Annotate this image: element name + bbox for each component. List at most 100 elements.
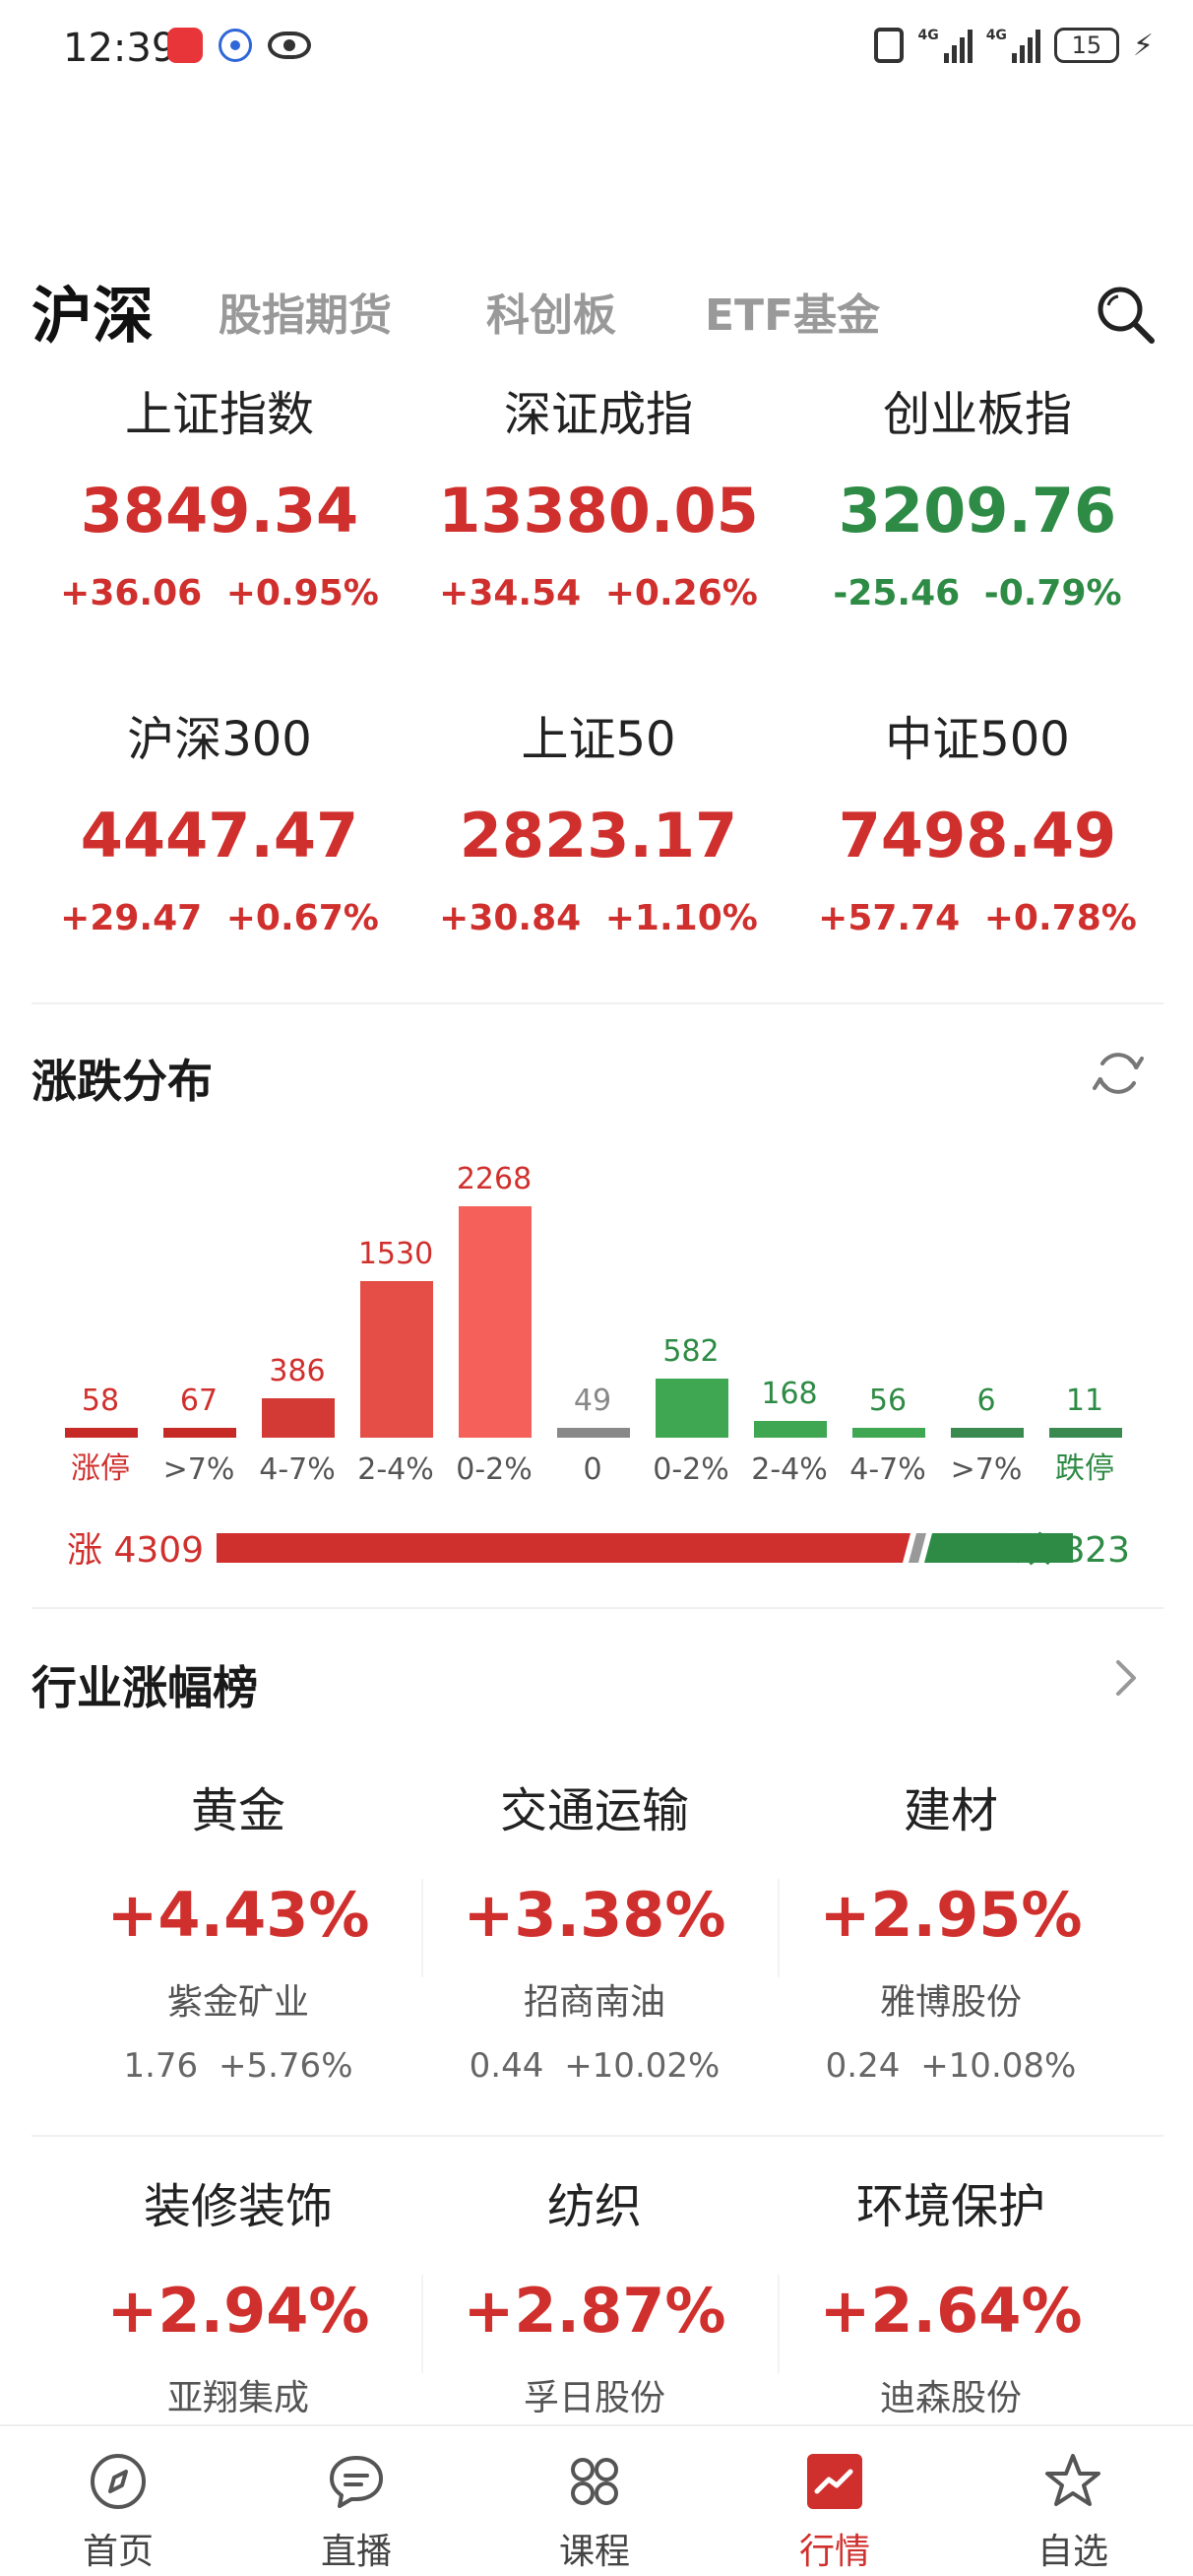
distribution-bar	[852, 1428, 925, 1438]
index-name: 中证500	[885, 712, 1070, 767]
distribution-column: 2268 0-2%	[455, 1132, 534, 1487]
market-chart-icon	[807, 2454, 862, 2509]
distribution-column: 56 4-7%	[848, 1132, 927, 1487]
battery-icon: 15	[1053, 28, 1119, 63]
industry-card[interactable]: 交通运输 +3.38% 招商南油 0.44 +10.02%	[417, 1780, 772, 2086]
grid-icon	[571, 2458, 618, 2505]
divider	[31, 1607, 1163, 1609]
nav-courses[interactable]: 课程	[516, 2452, 673, 2574]
bottom-nav: 首页 直播 课程 行情 自选	[0, 2424, 1193, 2576]
tab-index-futures[interactable]: 股指期货	[219, 290, 392, 341]
search-icon[interactable]	[1095, 284, 1156, 345]
distribution-bar	[951, 1428, 1024, 1438]
industry-pct: +2.64%	[819, 2275, 1083, 2347]
index-price: 4447.47	[80, 800, 359, 871]
distribution-column: 67 >7%	[159, 1132, 238, 1487]
index-card[interactable]: 上证指数 3849.34 +36.06 +0.95%	[28, 384, 411, 613]
industry-card[interactable]: 黄金 +4.43% 紫金矿业 1.76 +5.76%	[61, 1780, 415, 2086]
leading-stock-pct: +5.76%	[219, 2046, 353, 2086]
distribution-bar	[262, 1398, 335, 1438]
index-change-pct: +1.10%	[604, 898, 758, 938]
eye-icon	[268, 32, 311, 59]
leading-stock-pct: +10.02%	[564, 2046, 721, 2086]
up-count-label: 涨 4309	[67, 1530, 205, 1571]
leading-stock-price: 0.24	[825, 2046, 901, 2086]
distribution-value: 386	[269, 1354, 326, 1388]
distribution-label: 涨停	[71, 1451, 130, 1486]
distribution-column: 6 >7%	[947, 1132, 1026, 1487]
index-change: -25.46 -0.79%	[785, 573, 1169, 613]
column-separator	[778, 1879, 780, 1977]
charging-bolt-icon: ⚡	[1132, 28, 1154, 63]
leading-stock-name: 紫金矿业	[166, 1982, 309, 2023]
distribution-label: 2-4%	[751, 1452, 828, 1487]
distribution-title: 涨跌分布	[31, 1055, 213, 1108]
chat-bubble-icon	[330, 2456, 383, 2508]
industry-pct: +2.87%	[463, 2275, 726, 2347]
signal-4g-icon: 4G	[986, 28, 1040, 63]
star-icon	[1045, 2454, 1100, 2506]
index-change-value: +29.47	[60, 898, 203, 938]
divider	[31, 2135, 1163, 2137]
tab-star-market[interactable]: 科创板	[486, 290, 616, 341]
distribution-column: 49 0	[553, 1132, 632, 1487]
distribution-value: 582	[662, 1334, 720, 1369]
column-separator	[778, 2275, 780, 2373]
distribution-value: 2268	[456, 1162, 533, 1196]
leading-stock-change: 0.24 +10.08%	[774, 2046, 1128, 2086]
index-change: +30.84 +1.10%	[407, 898, 790, 938]
index-name: 沪深300	[127, 712, 312, 767]
index-card[interactable]: 中证500 7498.49 +57.74 +0.78%	[785, 709, 1169, 938]
distribution-bar	[656, 1379, 728, 1438]
nav-home[interactable]: 首页	[39, 2452, 197, 2574]
tab-hushen[interactable]: 沪深	[31, 280, 155, 352]
distribution-value: 11	[1065, 1384, 1104, 1418]
index-card[interactable]: 沪深300 4447.47 +29.47 +0.67%	[28, 709, 411, 938]
industry-card[interactable]: 装修装饰 +2.94% 亚翔集成	[61, 2176, 415, 2420]
distribution-value: 67	[179, 1384, 219, 1418]
refresh-icon[interactable]	[1091, 1046, 1146, 1101]
chevron-right-icon[interactable]	[1106, 1656, 1146, 1700]
industry-card[interactable]: 环境保护 +2.64% 迪森股份	[774, 2176, 1128, 2420]
nfc-icon	[874, 28, 905, 63]
leading-stock-name: 招商南油	[523, 1982, 665, 2023]
index-change: +36.06 +0.95%	[28, 573, 411, 613]
index-change-pct: +0.78%	[983, 898, 1137, 938]
index-card[interactable]: 创业板指 3209.76 -25.46 -0.79%	[785, 384, 1169, 613]
leading-stock-name: 迪森股份	[879, 2378, 1022, 2418]
divider	[31, 1002, 1163, 1004]
distribution-label: 4-7%	[849, 1452, 926, 1487]
industry-card[interactable]: 纺织 +2.87% 孚日股份	[417, 2176, 772, 2420]
industry-card[interactable]: 建材 +2.95% 雅博股份 0.24 +10.08%	[774, 1780, 1128, 2086]
industry-name: 交通运输	[499, 1783, 689, 1838]
index-change-pct: -0.79%	[983, 573, 1122, 613]
index-card[interactable]: 深证成指 13380.05 +34.54 +0.26%	[407, 384, 790, 613]
distribution-bar	[557, 1428, 630, 1438]
distribution-value: 56	[868, 1384, 908, 1418]
distribution-label: 4-7%	[259, 1452, 336, 1487]
index-change-pct: +0.95%	[225, 573, 379, 613]
index-change-value: +36.06	[60, 573, 203, 613]
leading-stock-change: 0.44 +10.02%	[417, 2046, 772, 2086]
up-down-ratio-bar: 涨 4309 跌 823	[67, 1521, 1130, 1571]
index-change: +34.54 +0.26%	[407, 573, 790, 613]
market-tabs: 沪深 股指期货 科创板 ETF基金	[31, 266, 1163, 364]
distribution-bar	[163, 1428, 236, 1438]
distribution-bar	[1049, 1428, 1122, 1438]
distribution-label: >7%	[950, 1452, 1023, 1487]
industry-pct: +3.38%	[463, 1879, 726, 1951]
tab-etf-fund[interactable]: ETF基金	[705, 290, 881, 341]
ratio-flat-segment	[909, 1533, 926, 1563]
nav-live[interactable]: 直播	[278, 2452, 435, 2574]
industry-name: 建材	[903, 1783, 998, 1838]
distribution-bar	[65, 1428, 138, 1438]
ratio-bar	[217, 1533, 1073, 1563]
distribution-column: 386 4-7%	[258, 1132, 337, 1487]
nav-watchlist[interactable]: 自选	[994, 2452, 1152, 2574]
nav-market[interactable]: 行情	[756, 2452, 913, 2574]
index-name: 上证指数	[124, 387, 314, 442]
index-price: 3209.76	[838, 475, 1117, 547]
ratio-up-segment	[217, 1533, 910, 1563]
index-card[interactable]: 上证50 2823.17 +30.84 +1.10%	[407, 709, 790, 938]
index-change-value: +30.84	[439, 898, 582, 938]
